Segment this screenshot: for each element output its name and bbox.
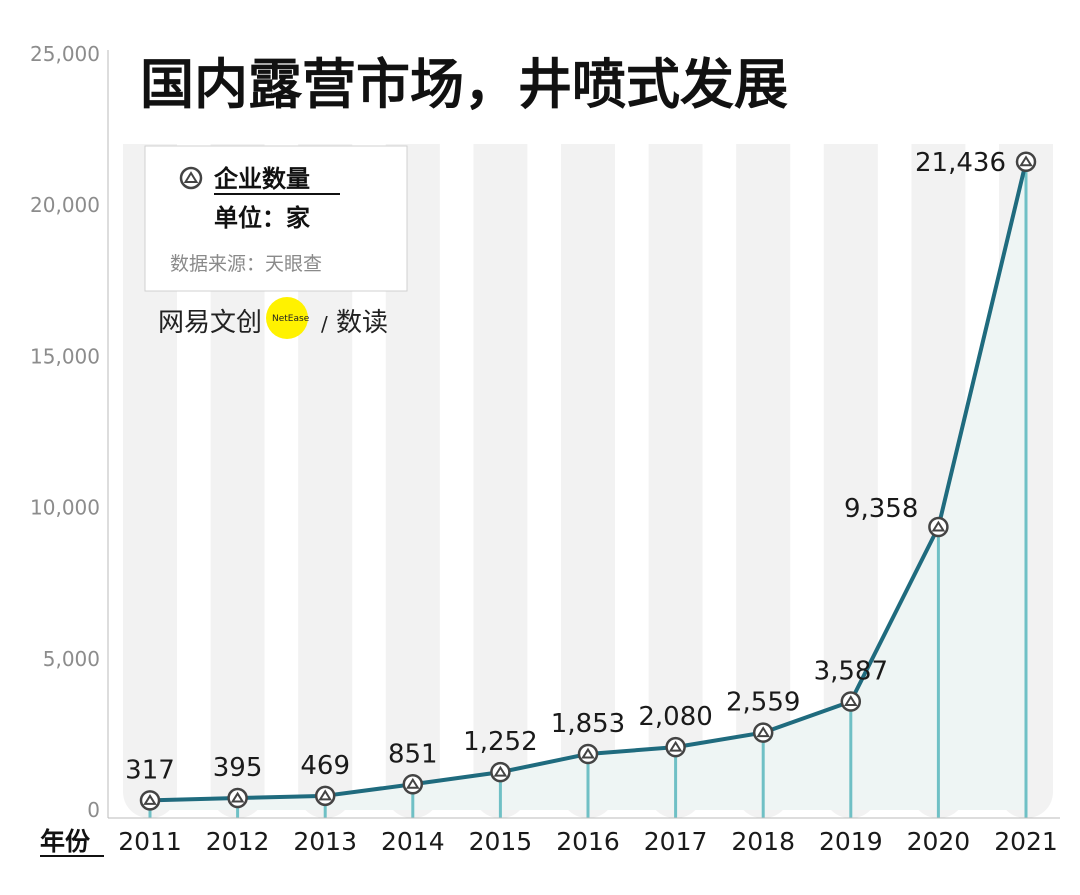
x-tick-2019: 2019 [819, 827, 883, 856]
tent-icon-2017 [665, 736, 686, 758]
data-label-2013: 469 [300, 751, 350, 781]
logo-badge-text: NetEase [272, 314, 310, 324]
column-band-2015 [473, 44, 528, 818]
legend-series-label: 企业数量 [214, 165, 310, 193]
tent-icon-2011 [139, 790, 161, 811]
data-label-2021: 21,436 [915, 148, 1006, 178]
title-background [108, 44, 1068, 144]
tent-icon-2012 [227, 787, 248, 809]
x-tick-2014: 2014 [381, 827, 445, 856]
tent-icon-2021 [1015, 151, 1037, 173]
data-labels: 317 395 469 851 1,252 1,853 2,080 2,559 3,587 9,3… [125, 148, 1006, 786]
data-label-2011: 317 [125, 755, 175, 785]
y-tick-15000: 15,000 [30, 344, 100, 368]
data-label-2015: 1,252 [463, 727, 537, 757]
x-axis-ticks: 2011 2012 2013 2014 2015 2016 2017 2018 2019 2020… [118, 827, 1058, 856]
data-label-2012: 395 [213, 753, 263, 783]
series-markers [139, 151, 1037, 811]
data-label-2019: 3,587 [814, 657, 888, 687]
data-label-2016: 1,853 [551, 709, 625, 739]
x-tick-2017: 2017 [644, 827, 708, 856]
y-tick-20000: 20,000 [30, 193, 100, 217]
legend-tent-icon [179, 166, 203, 190]
column-band-2016 [561, 44, 615, 818]
tent-icon-2013 [314, 785, 336, 807]
x-tick-2015: 2015 [469, 827, 533, 856]
data-label-2020: 9,358 [844, 494, 918, 524]
logo-product: 数读 [336, 308, 388, 338]
y-tick-10000: 10,000 [30, 496, 100, 520]
legend: 企业数量 单位：家 数据来源：天眼查 [144, 145, 408, 292]
tent-icon-2018 [752, 722, 774, 743]
tent-icon-2014 [402, 774, 424, 795]
x-tick-2018: 2018 [731, 827, 795, 856]
column-band-2018 [736, 44, 791, 818]
logo-slash: / [321, 312, 328, 336]
chart-title: 国内露营市场，井喷式发展 [140, 53, 788, 116]
data-label-2018: 2,559 [726, 688, 800, 718]
tent-icon-2020 [928, 516, 949, 538]
x-tick-2012: 2012 [206, 827, 270, 856]
logo-brand: 网易文创 [158, 308, 262, 338]
column-band-2017 [648, 44, 703, 818]
data-label-2017: 2,080 [638, 702, 712, 732]
legend-source: 数据来源：天眼查 [170, 253, 322, 275]
x-tick-2021: 2021 [994, 827, 1058, 856]
y-tick-5000: 5,000 [43, 647, 100, 671]
y-axis-ticks: 0 5,000 10,000 15,000 20,000 25,000 [30, 42, 100, 822]
logo-badge-icon [266, 297, 308, 339]
x-tick-2020: 2020 [907, 827, 971, 856]
tent-icon-2015 [490, 761, 511, 783]
data-label-2014: 851 [388, 739, 438, 769]
x-tick-2011: 2011 [118, 827, 182, 856]
x-tick-2016: 2016 [556, 827, 620, 856]
x-tick-2013: 2013 [293, 827, 357, 856]
tent-icon-2016 [577, 743, 599, 765]
netease-logo: 网易文创 NetEase / 数读 [158, 297, 388, 339]
tent-icon-2019 [840, 691, 862, 712]
y-tick-0: 0 [87, 798, 100, 822]
x-axis-label: 年份 [40, 827, 90, 856]
column-band-2019 [823, 44, 878, 818]
y-tick-25000: 25,000 [30, 42, 100, 66]
legend-unit: 单位：家 [214, 204, 310, 232]
